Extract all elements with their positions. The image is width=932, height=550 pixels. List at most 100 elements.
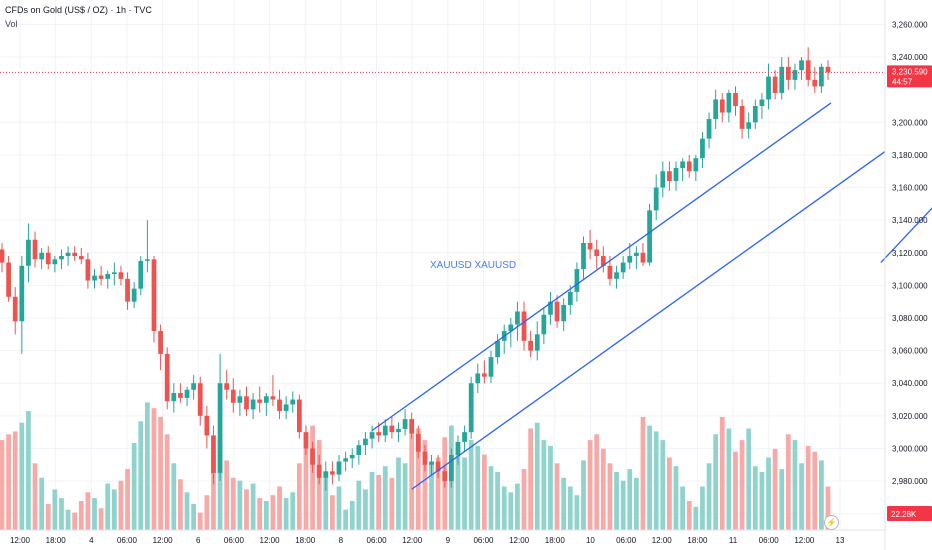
- candle-body: [772, 76, 778, 93]
- candle-body: [224, 383, 230, 390]
- price-tick-label: 3,140.000: [892, 216, 928, 225]
- candle-body: [197, 383, 203, 416]
- candle-body: [561, 304, 567, 322]
- candle-body: [587, 242, 593, 250]
- volume-bar: [158, 416, 163, 530]
- volume-bar: [587, 440, 593, 530]
- candle-body: [111, 272, 117, 274]
- candle-body: [746, 122, 752, 129]
- time-tick-label: 12:00: [402, 536, 423, 545]
- candle-body: [759, 99, 765, 106]
- candle-body: [204, 415, 210, 436]
- volume-bar: [415, 428, 421, 530]
- price-tick-label: 3,060.000: [892, 347, 928, 356]
- candle-body: [92, 275, 97, 281]
- candle-body: [283, 404, 289, 411]
- volume-bar: [330, 495, 335, 530]
- volume-bar: [600, 448, 606, 530]
- candle-body: [508, 324, 514, 332]
- candle-body: [752, 106, 758, 123]
- time-tick-label: 18:00: [46, 536, 67, 545]
- candle-body: [607, 265, 613, 279]
- volume-bar: [310, 425, 315, 530]
- volume-bar: [785, 434, 791, 530]
- candle-body: [52, 259, 58, 265]
- price-tick-label: 3,040.000: [892, 379, 928, 388]
- candle-body: [296, 399, 302, 433]
- candle-body: [396, 428, 401, 433]
- volume-bar: [296, 463, 302, 530]
- volume-bar: [779, 469, 785, 530]
- candle-body: [733, 92, 738, 106]
- volume-bar: [349, 501, 355, 530]
- candle-body: [244, 396, 249, 410]
- candle-body: [719, 99, 725, 113]
- volume-bar: [640, 416, 646, 530]
- candle-body: [369, 432, 375, 439]
- volume-bar: [389, 477, 395, 530]
- candle-body: [686, 161, 692, 172]
- candle-body: [594, 249, 600, 257]
- candle-body: [263, 396, 269, 403]
- price-tick-label: 3,200.000: [892, 118, 928, 127]
- volume-bar: [244, 489, 249, 530]
- chart-title: CFDs on Gold (US$ / OZ) · 1h · TVC: [5, 5, 152, 15]
- time-tick-label: 06:00: [616, 536, 637, 545]
- volume-bar: [131, 443, 137, 530]
- volume-bar: [653, 431, 659, 530]
- volume-bar: [620, 480, 626, 530]
- candle-body: [26, 239, 31, 266]
- candle-body: [581, 242, 586, 270]
- trend-channel[interactable]: [371, 49, 932, 490]
- time-tick-label: 18:00: [687, 536, 708, 545]
- candle-body: [766, 76, 771, 100]
- volume-bar: [693, 506, 699, 530]
- candle-body: [316, 464, 322, 478]
- volume-bar: [290, 492, 296, 530]
- candle-body: [528, 340, 534, 351]
- volume-bar: [482, 454, 487, 530]
- volume-bar: [554, 463, 560, 530]
- candle-body: [435, 461, 441, 472]
- volume-bar: [323, 472, 329, 530]
- volume-bar: [713, 434, 719, 530]
- volume-bar: [224, 460, 230, 530]
- price-tick-label: 3,240.000: [892, 53, 928, 62]
- volume-bar: [752, 466, 758, 530]
- candle-body: [257, 399, 263, 403]
- time-tick-label: 06:00: [473, 536, 494, 545]
- time-tick-label: 13: [836, 536, 845, 545]
- channel-lower-line: [411, 151, 886, 490]
- candle-body: [310, 448, 315, 465]
- volume-bar: [667, 457, 672, 530]
- volume-bar: [59, 498, 64, 530]
- candle-body: [389, 425, 395, 433]
- candle-body: [217, 383, 223, 473]
- price-axis[interactable]: 3,260.000 3,240.000 3,200.000 3,180.000 3,16…: [884, 0, 928, 550]
- volume-bar: [468, 440, 474, 530]
- time-axis[interactable]: 12:00 18:00 4 06:00 12:00 6 06:00 12:00 18:00 8 06…: [0, 529, 885, 545]
- volume-bar: [237, 480, 243, 530]
- volume-bar: [660, 440, 666, 530]
- candle-body: [700, 138, 705, 159]
- candle-body: [805, 60, 811, 80]
- candle-body: [647, 210, 652, 263]
- volume-bar: [52, 489, 58, 530]
- lightning-icon[interactable]: ⚡: [824, 515, 839, 530]
- volume-bar: [607, 463, 613, 530]
- candle-body: [455, 441, 461, 455]
- time-tick-label: 6: [196, 536, 201, 545]
- candle-body: [330, 471, 335, 475]
- volume-bar: [343, 509, 348, 530]
- volume-bar: [85, 492, 91, 530]
- candle-body: [819, 66, 824, 87]
- volume-bar: [746, 428, 752, 530]
- candle-body: [349, 454, 355, 459]
- volume-bar: [429, 463, 434, 530]
- bar-countdown: 44:57: [892, 77, 913, 86]
- volume-bar: [0, 440, 5, 530]
- candle-body: [415, 433, 421, 452]
- volume-bar: [65, 509, 71, 530]
- candle-body: [785, 66, 791, 80]
